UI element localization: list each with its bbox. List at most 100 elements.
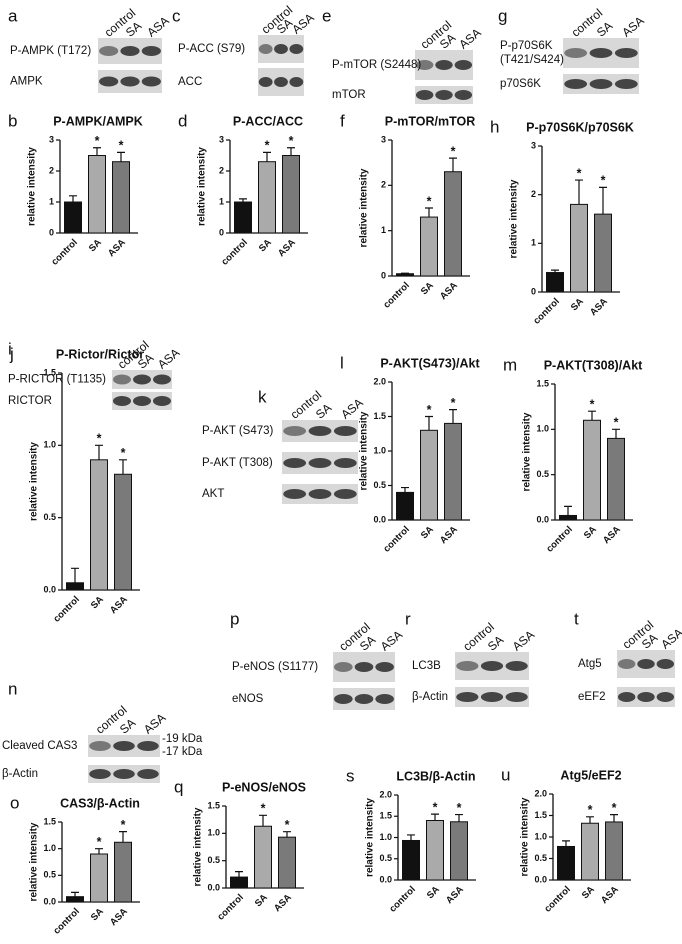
y-tick-label: 1.5 [534, 810, 547, 820]
blot-row-label: P-RICTOR (T1135) [8, 374, 106, 386]
significance: * [457, 801, 462, 815]
panel-letter: q [174, 777, 183, 796]
y-axis-label: relative intensity [359, 411, 370, 490]
panel-letter: e [322, 6, 331, 25]
y-tick-label: 1.0 [534, 831, 547, 841]
y-axis-label: relative intensity [197, 147, 208, 226]
size-marker: -19 kDa [162, 733, 203, 745]
blot-row-label: eNOS [232, 693, 264, 705]
panel-letter: m [503, 355, 517, 374]
lane-label: ASA [155, 346, 182, 372]
y-tick-label: 0.0 [207, 882, 220, 892]
blot-band [274, 77, 288, 87]
blot-band [454, 60, 473, 70]
x-tick-label: control [219, 237, 250, 268]
blot-row-label: Cleaved CAS3 [2, 740, 77, 752]
y-axis-label: relative intensity [520, 797, 531, 876]
y-axis-label: relative intensity [522, 412, 533, 491]
bar [450, 821, 468, 881]
panel-letter: o [10, 793, 19, 812]
blot-band [289, 44, 304, 54]
error-bar [425, 415, 433, 431]
blot-band [480, 692, 504, 702]
y-tick-label: 1.5 [379, 811, 392, 821]
y-tick-label: 2 [49, 165, 54, 175]
y-tick-label: 2.0 [534, 788, 547, 798]
blot-band [656, 692, 675, 702]
x-tick-label: ASA [276, 237, 298, 259]
blot-row-label: p70S6K [500, 78, 541, 90]
lane-label: ASA [658, 626, 682, 652]
blot-row-label: LC3B [412, 660, 441, 672]
y-tick-label: 0 [531, 286, 536, 296]
y-tick-label: 0.5 [43, 870, 56, 880]
error-bar [71, 891, 79, 897]
x-tick-label: SA [582, 524, 599, 541]
y-tick-label: 1 [219, 196, 224, 206]
blot-band [415, 90, 434, 100]
x-tick-label: control [531, 296, 562, 327]
error-bar [401, 486, 409, 493]
y-tick-label: 1.0 [536, 424, 549, 434]
bar [90, 853, 108, 903]
bar [396, 491, 414, 521]
chart-title: P-mTOR/mTOR [385, 114, 476, 128]
bar [396, 273, 414, 277]
y-tick-label: 0.0 [43, 896, 56, 906]
significance: * [95, 134, 100, 148]
x-tick-label: ASA [272, 892, 294, 914]
x-tick-label: ASA [438, 524, 460, 546]
significance: * [451, 396, 456, 410]
error-bar [287, 147, 295, 156]
blot-row-label: β-Actin [412, 691, 448, 703]
bar [90, 459, 108, 591]
significance: * [577, 166, 582, 180]
bar [114, 473, 132, 591]
y-tick-label: 0.0 [536, 514, 549, 524]
panel-letter: h [490, 117, 499, 136]
chart-title: Atg5/eEF2 [560, 768, 621, 782]
significance: * [427, 403, 432, 417]
blot-band [333, 426, 357, 436]
blot-band [589, 48, 613, 58]
y-tick-label: 1 [381, 225, 386, 235]
blot-band [308, 458, 332, 468]
error-bar [562, 840, 570, 847]
blot-band [308, 489, 332, 499]
panel-letter: c [172, 6, 181, 25]
bar [420, 216, 438, 277]
x-tick-label: SA [419, 280, 436, 297]
blot-band [120, 76, 140, 87]
bar [278, 836, 296, 889]
error-bar [119, 459, 127, 475]
blot-row-label: ACC [178, 76, 202, 88]
significance: * [601, 174, 606, 188]
panel-letter: b [8, 111, 17, 130]
bar [607, 437, 625, 521]
bar [64, 201, 82, 234]
lane-label: ASA [378, 628, 405, 654]
bar [112, 161, 130, 234]
x-tick-label: control [542, 884, 573, 915]
panel-letter: a [8, 6, 18, 25]
blot-band [308, 426, 332, 436]
chart-title: P-AKT(T308)/Akt [544, 358, 643, 372]
y-axis-label: relative intensity [29, 822, 40, 901]
blot-band [435, 60, 453, 70]
lane-label: ASA [144, 14, 171, 40]
blot-band [614, 48, 638, 58]
y-tick-label: 3 [219, 134, 224, 144]
blot-row-label: AKT [202, 488, 224, 500]
panel-letter: j [9, 344, 14, 363]
blot-band [283, 489, 307, 499]
blot-band [456, 692, 479, 702]
significance: * [261, 802, 266, 816]
x-tick-label: control [381, 280, 412, 311]
y-tick-label: 1.0 [373, 445, 386, 455]
y-tick-label: 2 [531, 189, 536, 199]
y-tick-label: 1.0 [379, 832, 392, 842]
blot-band [334, 694, 353, 704]
y-tick-label: 0.0 [379, 874, 392, 884]
blot-band [89, 769, 111, 779]
y-tick-label: 2 [219, 165, 224, 175]
